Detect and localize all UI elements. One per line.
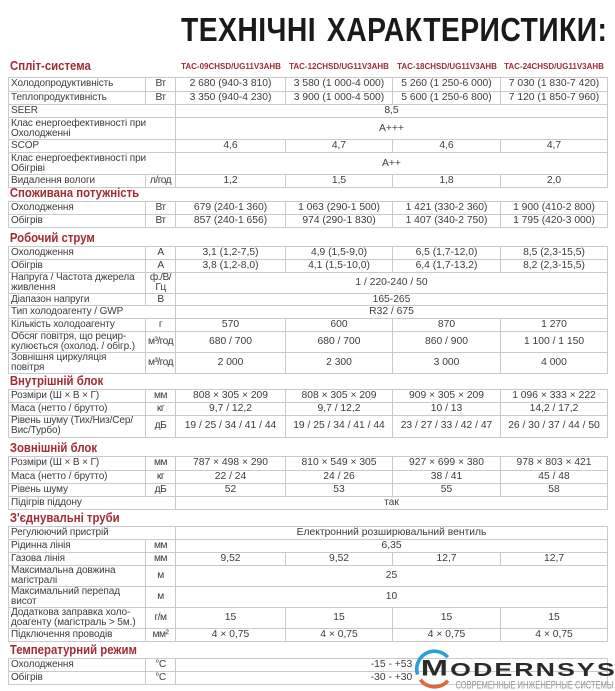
svg-text:M: M <box>421 656 448 681</box>
svg-text:ODERNSYS: ODERNSYS <box>450 659 615 680</box>
svg-text:СОВРЕМЕННЫЕ ИНЖЕНЕРНЫЕ СИСТЕМЫ: СОВРЕМЕННЫЕ ИНЖЕНЕРНЫЕ СИСТЕМЫ <box>456 680 614 691</box>
